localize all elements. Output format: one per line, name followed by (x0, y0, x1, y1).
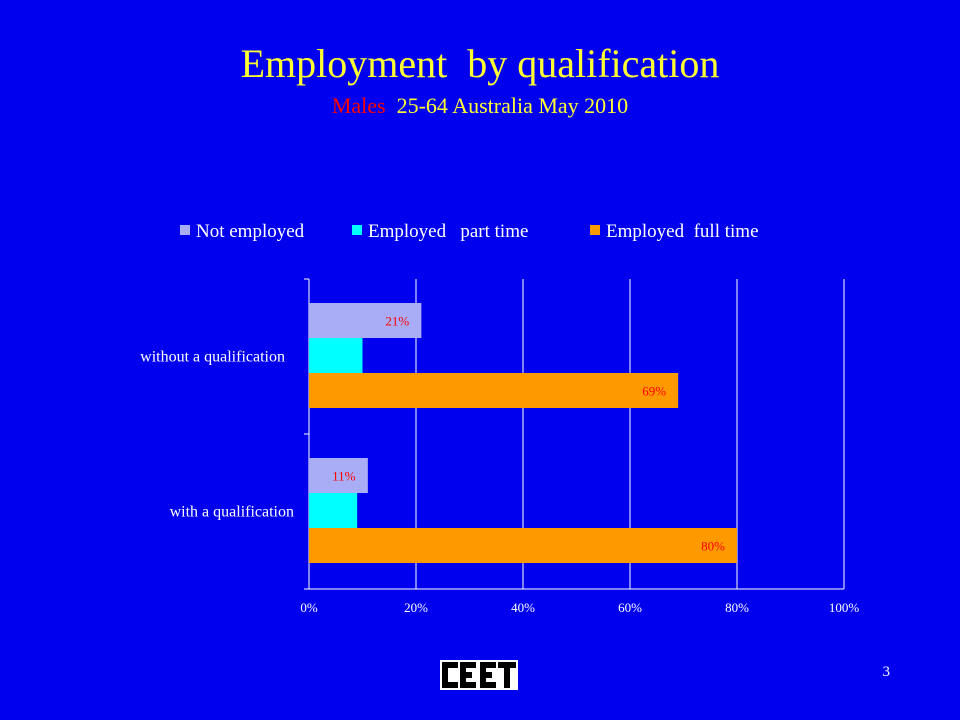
slide-title: Employment by qualification (240, 41, 720, 86)
legend-label: Employed full time (606, 221, 759, 242)
category-label: with a qualification (170, 504, 294, 521)
bar-0 (309, 458, 368, 493)
legend-swatch (352, 225, 362, 235)
employment-bar-chart: 0% 20% 40% 60% 80% 100% without a qualificatio… (140, 221, 860, 615)
legend-swatch (590, 225, 600, 235)
bar-1 (309, 338, 363, 373)
x-tick-label: 60% (618, 600, 642, 615)
x-tick-label: 100% (829, 600, 860, 615)
page-number: 3 (882, 664, 891, 680)
bar-2 (309, 528, 737, 563)
ceet-logo (440, 660, 518, 690)
data-label: 69% (642, 384, 666, 399)
legend-label: Not employed (196, 221, 305, 242)
subtitle-details: 25-64 Australia May 2010 (391, 93, 629, 118)
legend-swatch (180, 225, 190, 235)
x-tick-label: 20% (404, 600, 428, 615)
category-label: without a qualification (140, 349, 285, 366)
bar-2 (309, 373, 679, 408)
data-label: 21% (385, 314, 409, 329)
x-tick-label: 40% (511, 600, 535, 615)
slide-subtitle: Males 25-64 Australia May 2010 (0, 92, 960, 120)
x-tick-label: 80% (725, 600, 749, 615)
bar-1 (309, 493, 358, 528)
legend-label: Employed part time (368, 221, 528, 242)
bar-0 (309, 303, 422, 338)
subtitle-males: Males (331, 93, 392, 118)
x-tick-label: 0% (300, 600, 318, 615)
data-label: 80% (701, 539, 725, 554)
data-label: 11% (332, 469, 356, 484)
